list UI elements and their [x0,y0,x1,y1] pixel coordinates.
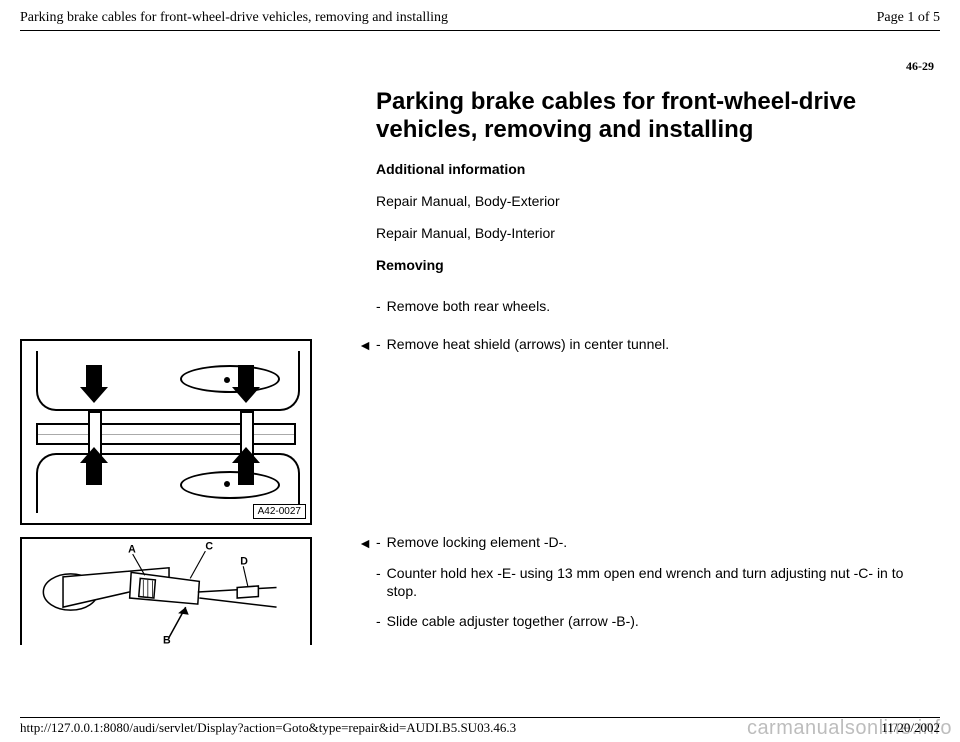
figure-cable-adjuster: A B C D [20,537,312,645]
header-rule [20,30,940,31]
bullet-dash: - [376,564,381,600]
page-code: 46-29 [20,59,934,74]
page-header: Parking brake cables for front-wheel-dri… [20,10,940,30]
pointer-icon: ◄ [348,533,376,551]
label-d: D [240,556,248,568]
bullet-dash: - [376,533,381,551]
arrow-icon [86,461,102,485]
row-title: Parking brake cables for front-wheel-dri… [20,88,940,289]
content-area: Parking brake cables for front-wheel-dri… [20,88,940,645]
label-b: B [163,635,171,646]
label-a: A [128,544,136,556]
page-title: Parking brake cables for front-wheel-dri… [376,88,934,143]
row-step2: A42-0027 ◄ - Remove heat shield (arrows)… [20,335,940,525]
bullets-step2: - Remove heat shield (arrows) in center … [376,335,934,353]
bullet-text: Remove heat shield (arrows) in center tu… [387,335,934,353]
info-line-2: Repair Manual, Body-Interior [376,225,934,241]
info-line-1: Repair Manual, Body-Exterior [376,193,934,209]
row-step1: - Remove both rear wheels. [20,297,940,327]
bullet-text: Slide cable adjuster together (arrow -B-… [387,612,934,630]
bullet-dash: - [376,612,381,630]
label-c: C [205,541,213,553]
page-footer: http://127.0.0.1:8080/audi/servlet/Displ… [20,717,940,736]
list-item: - Counter hold hex -E- using 13 mm open … [376,564,934,600]
list-item: - Remove heat shield (arrows) in center … [376,335,934,353]
page-root: Parking brake cables for front-wheel-dri… [0,0,960,742]
list-item: - Remove locking element -D-. [376,533,934,551]
bullet-dash: - [376,335,381,353]
footer-url: http://127.0.0.1:8080/audi/servlet/Displ… [20,720,516,736]
bullet-text: Remove locking element -D-. [387,533,934,551]
bullets-step1: - Remove both rear wheels. [376,297,934,315]
bullet-text: Counter hold hex -E- using 13 mm open en… [387,564,934,600]
bullet-dash: - [376,297,381,315]
pointer-icon: ◄ [348,335,376,353]
arrow-icon [238,461,254,485]
list-item: - Slide cable adjuster together (arrow -… [376,612,934,630]
footer-date: 11/20/2002 [881,720,940,736]
bullets-step3: - Remove locking element -D-. - Counter … [376,533,934,630]
arrow-icon [238,365,254,389]
bullet-text: Remove both rear wheels. [387,297,934,315]
figure-heat-shield: A42-0027 [20,339,312,525]
arrow-icon [86,365,102,389]
section-heading-removing: Removing [376,257,934,273]
row-step3: A B C D ◄ - Remove locking element -D-. … [20,533,940,645]
section-heading-additional: Additional information [376,161,934,177]
doc-title: Parking brake cables for front-wheel-dri… [20,10,448,26]
page-indicator: Page 1 of 5 [877,10,940,26]
list-item: - Remove both rear wheels. [376,297,934,315]
figure-tag: A42-0027 [253,504,306,519]
